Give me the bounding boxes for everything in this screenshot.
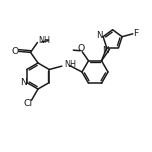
Text: N: N: [96, 31, 103, 40]
Text: N: N: [102, 46, 109, 55]
Text: O: O: [77, 44, 84, 53]
Text: NH: NH: [64, 60, 76, 69]
Text: F: F: [133, 29, 138, 38]
Text: N: N: [20, 78, 27, 87]
Text: Cl: Cl: [24, 99, 33, 108]
Text: O: O: [12, 47, 19, 56]
Text: NH: NH: [38, 36, 50, 45]
